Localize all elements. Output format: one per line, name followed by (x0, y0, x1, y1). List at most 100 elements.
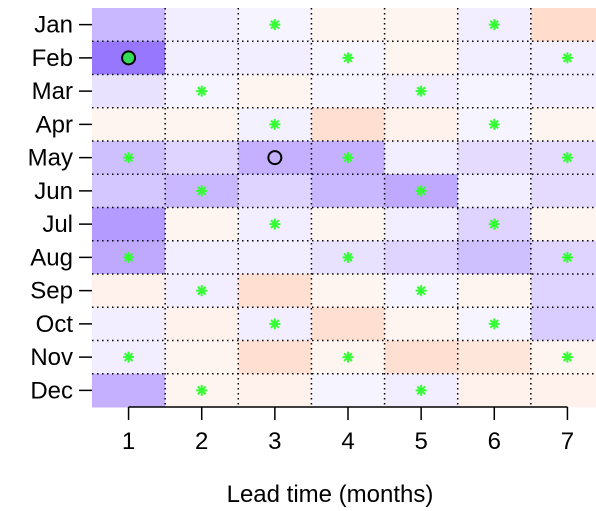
heatmap-cell (384, 141, 459, 175)
heatmap-cell (457, 340, 532, 375)
heatmap-cell (92, 74, 166, 109)
significance-star (415, 285, 427, 297)
heatmap-cell (165, 8, 239, 42)
heatmap-cell (92, 8, 166, 42)
heatmap-cell (238, 74, 312, 109)
y-tick-label: Dec (30, 377, 73, 404)
x-tick-label: 7 (561, 428, 574, 455)
significance-star (342, 251, 354, 263)
heatmap-cell (165, 107, 239, 142)
significance-star (488, 118, 500, 130)
heatmap-cell (384, 41, 459, 75)
significance-star (488, 19, 500, 31)
heatmap-cell (311, 107, 386, 142)
x-tick-label: 4 (341, 428, 354, 455)
heatmap-cell (311, 307, 386, 341)
heatmap-cell (165, 307, 239, 341)
x-axis-label: Lead time (months) (227, 481, 434, 508)
x-tick-label: 1 (122, 428, 135, 455)
heatmap-cell (530, 373, 596, 408)
heatmap-cell (92, 274, 166, 308)
significance-star (269, 118, 281, 130)
significance-star (196, 384, 208, 396)
significance-star (561, 152, 573, 164)
heatmap-cell (92, 307, 166, 341)
marker-circle (267, 150, 283, 166)
x-tick-label: 2 (195, 428, 208, 455)
significance-star (342, 351, 354, 363)
heatmap-cell (530, 174, 596, 208)
significance-star (123, 152, 135, 164)
significance-star (269, 19, 281, 31)
significance-star (196, 285, 208, 297)
x-axis: 1 2 3 4 5 6 7 (122, 406, 574, 455)
heatmap-cell (530, 207, 596, 242)
heatmap-cell (165, 41, 239, 75)
heatmap-cell (238, 340, 312, 375)
significance-star (269, 218, 281, 230)
heatmap-cell (530, 8, 596, 42)
heatmap-cell (384, 207, 459, 242)
heatmap-cell (311, 74, 386, 109)
heatmap-cell (238, 373, 312, 408)
significance-star (415, 85, 427, 97)
heatmap-cell (457, 141, 532, 175)
heatmap-cell (238, 240, 312, 275)
significance-star (488, 318, 500, 330)
significance-star (561, 251, 573, 263)
heatmap-cell (530, 107, 596, 142)
marker-circle (121, 50, 137, 66)
significance-star (196, 185, 208, 197)
heatmap-cell (457, 274, 532, 308)
y-tick-label: Sep (30, 278, 73, 305)
heatmap-cell (92, 174, 166, 208)
y-tick-label: Jul (42, 211, 73, 238)
heatmap-cell (530, 274, 596, 308)
y-tick-label: Aug (30, 244, 73, 271)
significance-markers (121, 19, 573, 396)
heatmap-cell (457, 174, 532, 208)
heatmap-cell (165, 207, 239, 242)
y-axis: Jan Feb Mar Apr May Jun Jul Aug Sep Oct Nov Dec (28, 12, 92, 404)
significance-star (342, 52, 354, 64)
heatmap-cell (457, 373, 532, 408)
heatmap-cell (92, 373, 166, 408)
heatmap-cell (457, 240, 532, 275)
significance-star (415, 384, 427, 396)
x-tick-label: 3 (268, 428, 281, 455)
heatmap-cell (457, 74, 532, 109)
significance-star (342, 152, 354, 164)
x-tick-label: 5 (414, 428, 427, 455)
significance-star (269, 318, 281, 330)
heatmap-cell (311, 207, 386, 242)
grid-lines (92, 8, 596, 407)
heatmap-cell (384, 8, 459, 42)
y-tick-label: Jun (34, 178, 73, 205)
heatmap-cell (384, 240, 459, 275)
significance-star (561, 351, 573, 363)
heatmap-cell (530, 74, 596, 109)
significance-star (415, 185, 427, 197)
significance-star (561, 52, 573, 64)
heatmap-cell (165, 340, 239, 375)
x-tick-label: 6 (488, 428, 501, 455)
significance-star (488, 218, 500, 230)
significance-star (123, 251, 135, 263)
heatmap-cell (530, 307, 596, 341)
heatmap-cell (311, 174, 386, 208)
heatmap-cell (311, 274, 386, 308)
y-tick-label: Nov (30, 344, 73, 371)
heatmap-cell (92, 207, 166, 242)
y-tick-label: Jan (34, 12, 73, 39)
heatmap-cell (238, 141, 312, 175)
heatmap-cell (384, 340, 459, 375)
heatmap-cell (92, 107, 166, 142)
significance-star (196, 85, 208, 97)
heatmap-cell (238, 41, 312, 75)
heatmap-cell (165, 240, 239, 275)
heatmap-cell (457, 41, 532, 75)
heatmap-cell (238, 274, 312, 308)
y-tick-label: Feb (32, 45, 73, 72)
y-tick-label: Apr (36, 111, 73, 138)
